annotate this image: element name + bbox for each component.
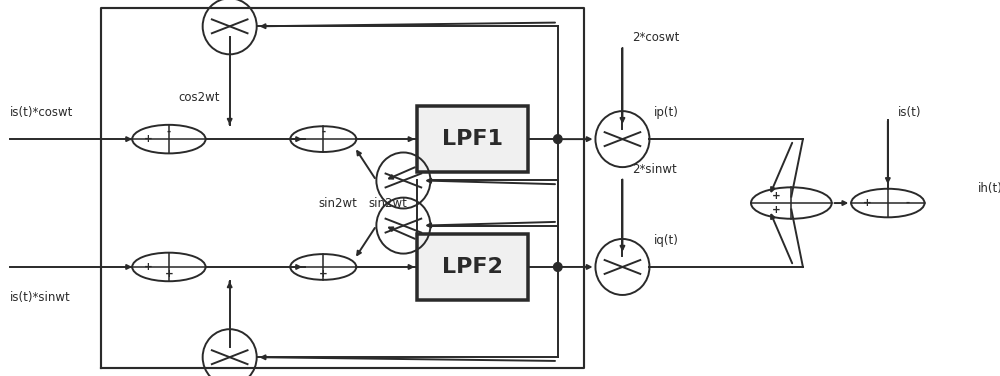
- Text: +: +: [144, 262, 153, 272]
- Text: cos2wt: cos2wt: [179, 91, 220, 104]
- Text: +: +: [772, 205, 781, 215]
- Text: ih(t): ih(t): [978, 182, 1000, 194]
- Text: -: -: [321, 127, 325, 137]
- Text: iq(t): iq(t): [654, 234, 679, 247]
- Circle shape: [554, 262, 562, 271]
- Text: 2*sinwt: 2*sinwt: [632, 163, 677, 176]
- Bar: [417, 106, 528, 172]
- Text: 2*coswt: 2*coswt: [632, 31, 679, 44]
- Text: sin2wt: sin2wt: [369, 197, 408, 209]
- Text: sin2wt: sin2wt: [318, 197, 357, 209]
- Text: is(t)*sinwt: is(t)*sinwt: [10, 291, 70, 303]
- Text: +: +: [863, 198, 872, 208]
- Text: is(t)*coswt: is(t)*coswt: [10, 106, 73, 119]
- Bar: [417, 234, 528, 300]
- Text: -: -: [167, 126, 171, 136]
- Text: +: +: [165, 269, 173, 279]
- Text: LPF1: LPF1: [442, 129, 503, 149]
- Text: is(t): is(t): [897, 106, 921, 119]
- Text: +: +: [144, 134, 153, 144]
- Text: LPF2: LPF2: [442, 257, 503, 277]
- Text: ip(t): ip(t): [654, 106, 679, 119]
- Text: +: +: [319, 269, 328, 279]
- Circle shape: [554, 135, 562, 144]
- Text: +: +: [772, 191, 781, 201]
- Text: -: -: [906, 198, 910, 208]
